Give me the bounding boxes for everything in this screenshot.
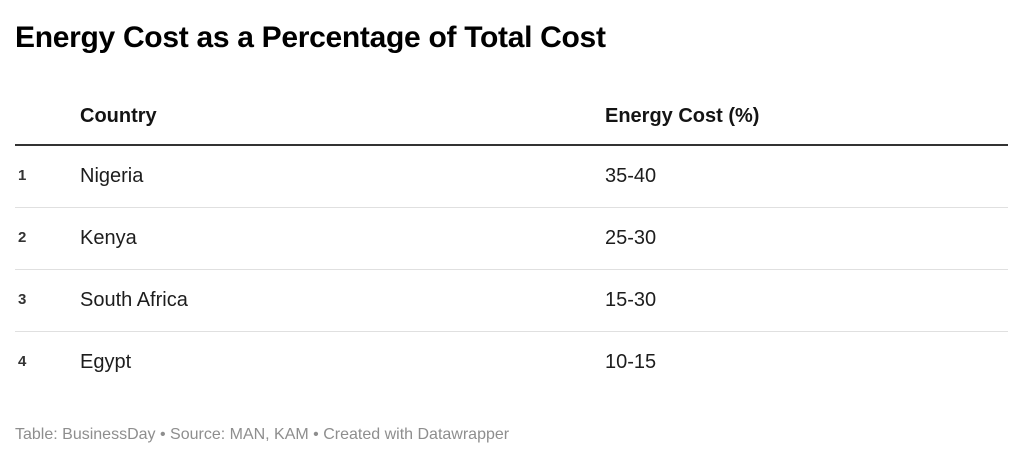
table-header: Country Energy Cost (%) <box>15 97 1008 146</box>
source-label: Source: <box>170 426 230 443</box>
table-row: 4 Egypt 10-15 <box>15 332 1008 394</box>
data-table: Country Energy Cost (%) 1 Nigeria 35-40 … <box>15 97 1008 393</box>
column-header-energy-cost: Energy Cost (%) <box>605 97 1008 146</box>
page-title: Energy Cost as a Percentage of Total Cos… <box>15 21 606 54</box>
energy-cost-cell: 35-40 <box>605 145 1008 208</box>
row-index: 4 <box>18 353 27 370</box>
table-credit-link[interactable]: BusinessDay <box>62 426 156 443</box>
country-cell: South Africa <box>80 269 605 332</box>
source-credit-link[interactable]: MAN, KAM <box>229 426 309 443</box>
row-index: 2 <box>15 207 80 270</box>
energy-cost-cell: 10-15 <box>605 351 657 373</box>
table-row: 1 Nigeria 35-40 <box>15 145 1008 208</box>
table-body: 1 Nigeria 35-40 2 Kenya 25-30 3 South Af… <box>15 145 1008 393</box>
created-with-datawrapper-link[interactable]: Created with Datawrapper <box>323 426 510 443</box>
table-credit-label: Table: <box>15 426 63 443</box>
column-header-country: Country <box>80 97 605 146</box>
table-header-row: Country Energy Cost (%) <box>15 97 1008 146</box>
table-row: 2 Kenya 25-30 <box>15 207 1008 270</box>
attribution-footer: Table: BusinessDay • Source: MAN, KAM • … <box>15 425 1008 444</box>
row-index: 3 <box>15 269 80 332</box>
footer-separator: • <box>308 426 324 443</box>
footer-separator: • <box>155 426 171 443</box>
column-header-rank <box>15 97 80 146</box>
country-cell: Egypt <box>80 351 132 373</box>
energy-cost-cell: 25-30 <box>605 207 1008 270</box>
country-cell: Nigeria <box>80 145 605 208</box>
datawrapper-table-chart: Energy Cost as a Percentage of Total Cos… <box>15 21 1008 444</box>
energy-cost-cell: 15-30 <box>605 269 1008 332</box>
row-index: 1 <box>15 145 80 208</box>
table-row: 3 South Africa 15-30 <box>15 269 1008 332</box>
country-cell: Kenya <box>80 207 605 270</box>
